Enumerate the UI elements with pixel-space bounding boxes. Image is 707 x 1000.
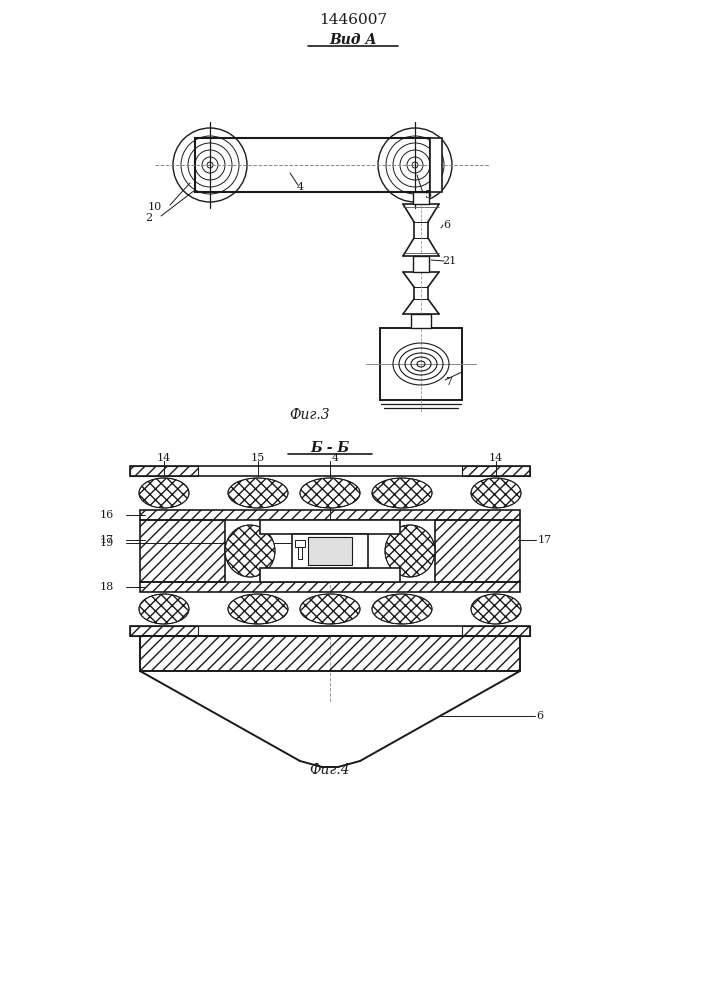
Bar bbox=[411, 314, 431, 328]
Text: 14: 14 bbox=[489, 453, 503, 463]
Text: 1446007: 1446007 bbox=[319, 13, 387, 27]
Text: 19: 19 bbox=[100, 538, 114, 548]
Bar bbox=[462, 466, 530, 476]
Ellipse shape bbox=[471, 478, 521, 508]
Circle shape bbox=[376, 126, 454, 204]
Bar bbox=[130, 466, 530, 476]
Bar bbox=[140, 510, 520, 520]
Text: 4: 4 bbox=[332, 453, 339, 463]
Ellipse shape bbox=[228, 594, 288, 624]
Ellipse shape bbox=[225, 525, 275, 577]
Ellipse shape bbox=[139, 478, 189, 508]
Text: Б - Б: Б - Б bbox=[310, 441, 350, 455]
Text: 18: 18 bbox=[100, 582, 114, 592]
Bar bbox=[295, 540, 305, 547]
Bar bbox=[140, 636, 520, 671]
Text: 21: 21 bbox=[442, 256, 456, 266]
Text: 5: 5 bbox=[425, 190, 432, 200]
Text: 17: 17 bbox=[538, 535, 552, 545]
Bar bbox=[413, 192, 429, 204]
Text: Вид А: Вид А bbox=[329, 33, 377, 47]
Ellipse shape bbox=[228, 478, 288, 508]
Bar bbox=[260, 568, 400, 582]
Bar bbox=[140, 520, 225, 582]
Text: 17: 17 bbox=[100, 535, 114, 545]
Text: Фиг.3: Фиг.3 bbox=[290, 408, 330, 422]
Ellipse shape bbox=[471, 594, 521, 624]
Text: 14: 14 bbox=[157, 453, 171, 463]
Bar bbox=[380, 328, 462, 400]
Bar bbox=[462, 626, 530, 636]
Ellipse shape bbox=[139, 594, 189, 624]
Bar bbox=[140, 582, 520, 592]
Circle shape bbox=[171, 126, 249, 204]
Ellipse shape bbox=[385, 525, 435, 577]
Bar bbox=[430, 138, 442, 192]
Text: 7: 7 bbox=[445, 377, 452, 387]
Bar bbox=[413, 256, 429, 272]
Bar bbox=[130, 626, 530, 636]
Ellipse shape bbox=[300, 478, 360, 508]
Bar bbox=[292, 534, 368, 568]
Bar bbox=[308, 537, 352, 565]
Ellipse shape bbox=[300, 594, 360, 624]
Bar bbox=[435, 520, 520, 582]
Bar bbox=[130, 626, 198, 636]
Bar bbox=[195, 138, 430, 192]
Text: 16: 16 bbox=[100, 510, 114, 520]
Text: 2: 2 bbox=[145, 213, 152, 223]
Text: 6: 6 bbox=[443, 220, 450, 230]
Text: 6: 6 bbox=[537, 711, 544, 721]
Bar bbox=[298, 547, 302, 559]
Bar bbox=[130, 466, 198, 476]
Ellipse shape bbox=[372, 478, 432, 508]
Text: 15: 15 bbox=[251, 453, 265, 463]
Text: Фиг.4: Фиг.4 bbox=[310, 763, 350, 777]
Bar bbox=[260, 520, 400, 534]
Text: 4: 4 bbox=[296, 182, 303, 192]
Text: 10: 10 bbox=[148, 202, 162, 212]
Ellipse shape bbox=[372, 594, 432, 624]
